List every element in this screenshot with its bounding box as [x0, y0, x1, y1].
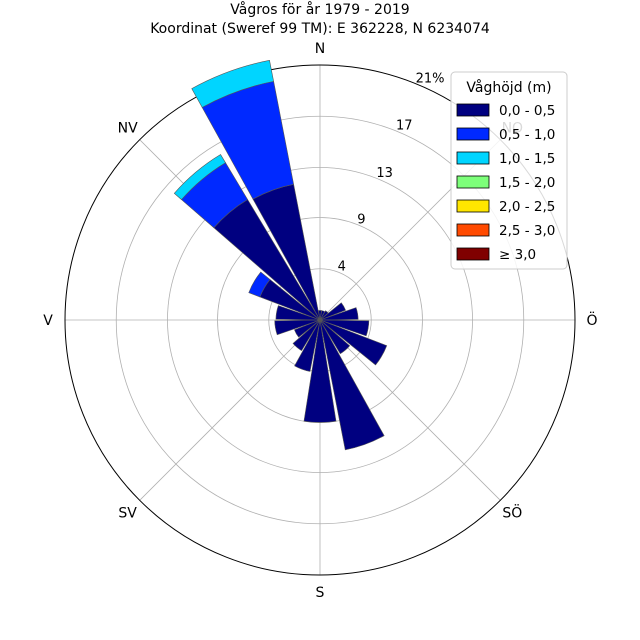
legend-box: [450, 71, 568, 270]
direction-label-2: Ö: [586, 311, 597, 329]
radial-tick-2: 13: [376, 166, 393, 181]
bar-dir-40-bin-0: [319, 310, 329, 321]
bar-dir-180-bin-0: [303, 319, 337, 423]
legend-swatch-3: [456, 175, 490, 189]
wave-bars: [173, 59, 388, 451]
direction-label-5: SV: [118, 505, 137, 521]
direction-label-7: NV: [118, 121, 138, 137]
direction-label-0: N: [315, 41, 325, 57]
radial-tick-1: 9: [357, 212, 365, 227]
bar-dir-240-bin-0: [294, 319, 321, 338]
legend-swatch-1: [456, 127, 490, 141]
legend-label-1: 0,5 - 1,0: [499, 127, 555, 143]
bar-dir-280-bin-0: [275, 305, 321, 321]
direction-label-4: S: [316, 585, 325, 601]
legend-label-2: 1,0 - 1,5: [499, 151, 555, 167]
direction-label-3: SÖ: [502, 503, 522, 521]
bar-dir-140-bin-0: [319, 319, 351, 355]
bar-dir-260-bin-0: [274, 319, 321, 336]
legend: Våghöjd (m) 0,0 - 0,5 0,5 - 1,0 1,0 - 1,5 1,…: [450, 71, 568, 270]
outer-ring: [64, 64, 576, 576]
radial-tick-3: 17: [396, 119, 413, 134]
bar-dir-80-bin-0: [319, 307, 359, 321]
radial-tick-0: 4: [338, 260, 346, 275]
legend-label-6: ≥ 3,0: [499, 247, 536, 263]
legend-swatch-4: [456, 199, 490, 213]
bar-dir-120-bin-0: [319, 319, 388, 366]
bar-dir-220-bin-0: [292, 319, 321, 352]
bar-dir-320-bin-2: [173, 154, 226, 201]
legend-swatch-6: [456, 247, 490, 261]
grid-spoke-5: [139, 319, 321, 501]
legend-title: Våghöjd (m): [466, 79, 551, 96]
chart-subtitle: Koordinat (Sweref 99 TM): E 362228, N 62…: [150, 21, 490, 37]
grid-spoke-3: [319, 319, 501, 501]
legend-label-5: 2,5 - 3,0: [499, 223, 555, 239]
bar-dir-100-bin-0: [319, 319, 370, 337]
bar-dir-0-bin-0: [318, 310, 322, 321]
legend-label-3: 1,5 - 2,0: [499, 175, 555, 191]
chart-title: Vågros för år 1979 - 2019: [230, 1, 409, 18]
legend-swatch-2: [456, 151, 490, 165]
legend-label-0: 0,0 - 0,5: [499, 103, 555, 119]
bar-dir-60-bin-0: [319, 302, 346, 321]
bar-dir-300-bin-1: [248, 271, 271, 298]
direction-label-6: V: [43, 313, 53, 329]
legend-swatch-0: [456, 103, 490, 117]
bar-dir-340-bin-2: [191, 59, 274, 108]
legend-label-4: 2,0 - 2,5: [499, 199, 555, 215]
bar-dir-200-bin-0: [294, 319, 321, 372]
bar-dir-160-bin-0: [319, 319, 385, 451]
legend-swatch-5: [456, 223, 490, 237]
radial-tick-4: 21%: [416, 71, 445, 86]
